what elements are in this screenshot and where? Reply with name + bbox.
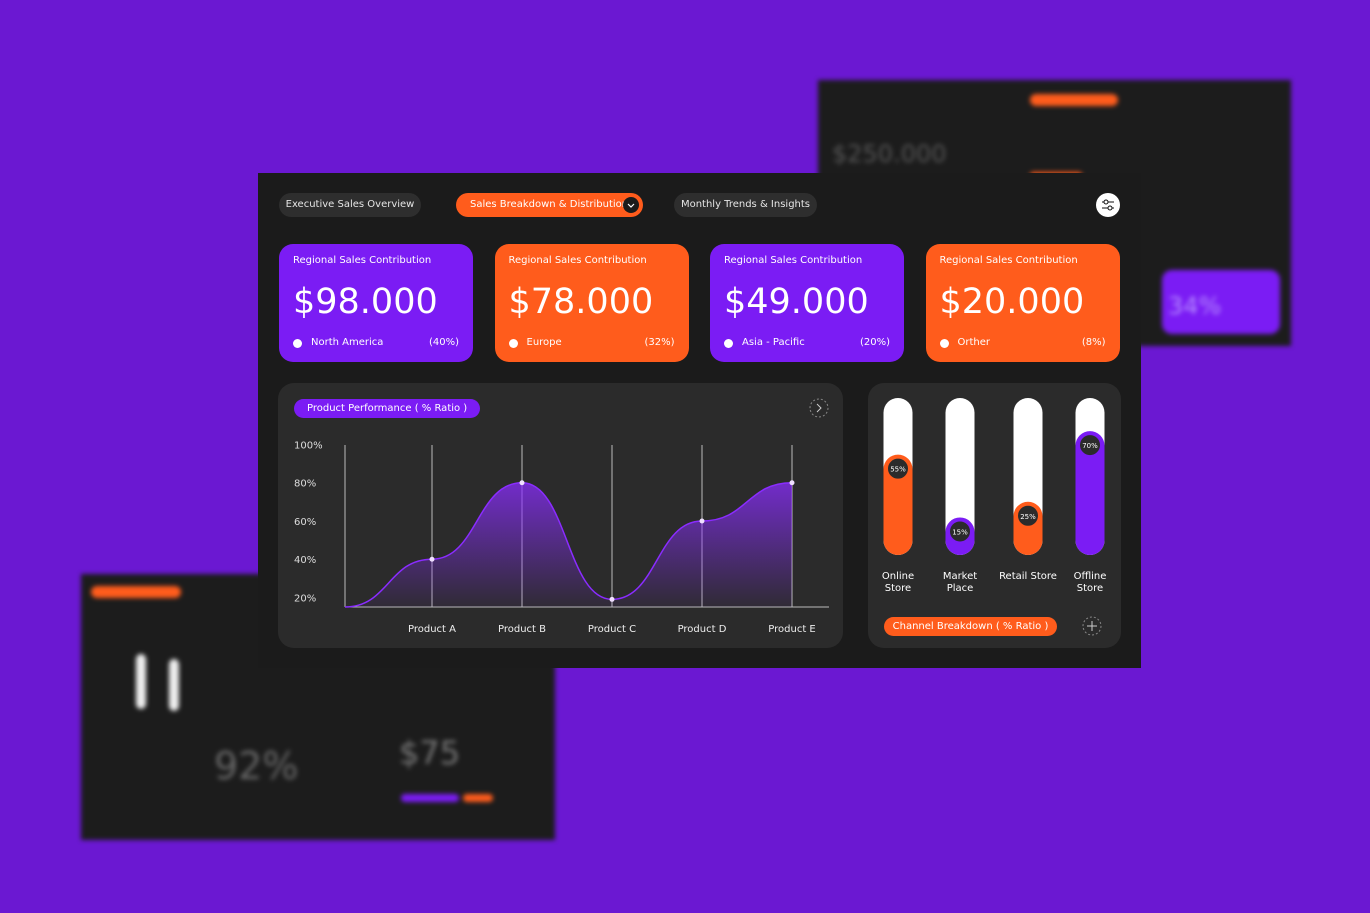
bar-knob bbox=[886, 456, 910, 481]
card-title: Regional Sales Contribution bbox=[293, 255, 432, 266]
area-fill bbox=[345, 482, 792, 607]
channel-title: Channel Breakdown ( % Ratio ) bbox=[884, 617, 1057, 636]
line bbox=[431, 481, 793, 601]
card-share: (40%) bbox=[428, 337, 459, 348]
point bbox=[789, 480, 795, 486]
bar-label: 15% bbox=[952, 528, 968, 536]
card-value: $78.000 bbox=[508, 282, 654, 322]
point bbox=[519, 480, 525, 486]
kpi-card: Regional Sales Contribution $78.000 Europe… bbox=[494, 244, 689, 362]
bar-track bbox=[945, 398, 975, 555]
lead-in bbox=[344, 558, 433, 608]
bullet bbox=[293, 339, 302, 348]
kpi-card: Regional Sales Contribution $49.000 Asia -… bbox=[710, 244, 904, 362]
x-tick-label: Product C bbox=[588, 624, 636, 635]
kpi-card: Regional Sales Contribution $98.000 North … bbox=[279, 244, 473, 362]
chart-title: Product Performance ( % Ratio ) bbox=[294, 399, 481, 418]
bg-percent: 34% bbox=[1168, 292, 1222, 320]
y-tick-label: 100% bbox=[294, 441, 323, 452]
bullet bbox=[508, 339, 518, 348]
chevron bbox=[627, 203, 635, 208]
card-share: (8%) bbox=[1081, 337, 1106, 348]
point bbox=[699, 518, 705, 524]
plus bbox=[1087, 621, 1097, 631]
tab[interactable]: Executive Sales Overview bbox=[279, 193, 421, 217]
bullet bbox=[724, 339, 733, 348]
card-title: Regional Sales Contribution bbox=[508, 255, 647, 266]
tab[interactable]: Monthly Trends & Insights bbox=[674, 193, 817, 217]
bar-name: Market Place bbox=[942, 571, 978, 594]
card-region: Europe bbox=[526, 337, 562, 348]
bg-shape bbox=[136, 654, 146, 709]
bar-name: Offline Store bbox=[1073, 571, 1107, 594]
card-region: North America bbox=[311, 337, 384, 348]
settings-icon bbox=[1102, 199, 1114, 211]
y-tick-label: 80% bbox=[294, 479, 316, 490]
bg-value: $250.000 bbox=[832, 140, 947, 168]
settings-button[interactable] bbox=[1096, 193, 1120, 217]
next-button[interactable] bbox=[809, 398, 829, 418]
card-title: Regional Sales Contribution bbox=[724, 255, 863, 266]
x-tick-label: Product D bbox=[678, 624, 727, 635]
x-tick-label: Product A bbox=[408, 624, 456, 635]
add-button[interactable] bbox=[1082, 616, 1102, 636]
point bbox=[609, 596, 615, 602]
bar-knob bbox=[1016, 503, 1040, 528]
bar-label: 70% bbox=[1082, 442, 1098, 450]
bg-shape bbox=[463, 794, 493, 802]
dropdown-icon[interactable] bbox=[623, 197, 639, 213]
point bbox=[429, 556, 435, 562]
bar bbox=[1075, 431, 1105, 555]
bar-knob bbox=[1078, 433, 1102, 458]
bg-shape bbox=[91, 586, 181, 598]
bar-name: Online Store bbox=[881, 571, 915, 594]
card-value: $98.000 bbox=[293, 282, 438, 322]
card-region: Asia - Pacific bbox=[742, 337, 805, 348]
bar-knob bbox=[948, 519, 972, 544]
bg-shape bbox=[401, 794, 459, 802]
card-value: $20.000 bbox=[939, 282, 1085, 322]
bullet bbox=[939, 339, 949, 348]
bar-name: Retail Store bbox=[999, 571, 1057, 582]
chevron bbox=[816, 403, 822, 413]
card-value: $49.000 bbox=[724, 282, 869, 322]
bg-value: $75 bbox=[399, 734, 461, 772]
y-tick-label: 60% bbox=[294, 517, 316, 528]
tab-active[interactable]: Sales Breakdown & Distribution bbox=[456, 193, 643, 217]
kpi-card: Regional Sales Contribution $20.000 Orther… bbox=[925, 244, 1120, 362]
bar-label: 55% bbox=[890, 466, 906, 474]
y-tick-label: 20% bbox=[294, 593, 316, 604]
bg-percent: 92% bbox=[214, 744, 299, 788]
card-share: (32%) bbox=[644, 337, 675, 348]
x-tick-label: Product B bbox=[498, 624, 546, 635]
card-title: Regional Sales Contribution bbox=[939, 255, 1078, 266]
y-tick-label: 40% bbox=[294, 555, 316, 566]
x-tick-label: Product E bbox=[768, 624, 815, 635]
bg-shape bbox=[1030, 94, 1118, 106]
bar-label: 25% bbox=[1020, 513, 1036, 521]
bar bbox=[883, 454, 913, 555]
line-chart: 100% 80% 60% 40% 20% Product A Product B Produc… bbox=[294, 398, 829, 635]
bg-shape: 34% bbox=[1162, 270, 1280, 334]
bg-shape bbox=[169, 659, 179, 711]
card-share: (20%) bbox=[859, 337, 890, 348]
card-region: Orther bbox=[957, 337, 991, 348]
channel-chart: 55% 15% 25% 70% bbox=[883, 398, 1105, 636]
